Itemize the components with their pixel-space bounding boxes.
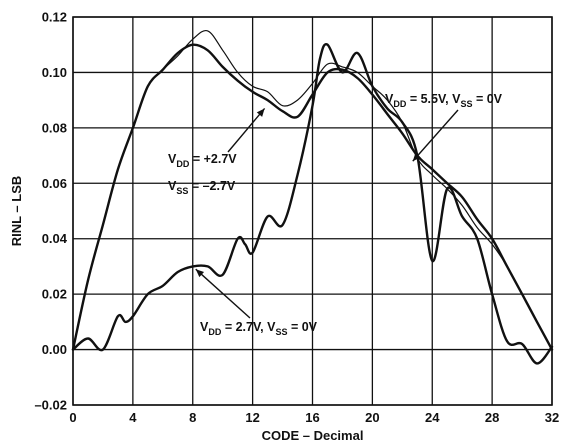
x-tick-label: 12 bbox=[245, 410, 259, 425]
annotation-vss-minus-2-7v: VSS = –2.7V bbox=[168, 179, 236, 196]
annotation-subscript: DD bbox=[393, 99, 406, 109]
x-tick-label: 24 bbox=[425, 410, 440, 425]
x-tick-label: 4 bbox=[129, 410, 137, 425]
y-tick-label: 0.04 bbox=[42, 231, 68, 246]
annotation-subscript: SS bbox=[275, 327, 287, 337]
pointer-vdd-2-7v-head bbox=[195, 269, 205, 278]
annotation-text: V bbox=[385, 92, 394, 106]
plot-frame bbox=[72, 16, 553, 406]
pointer-vdd-5-5v bbox=[412, 109, 459, 162]
x-tick-label: 8 bbox=[189, 410, 196, 425]
y-tick-label: 0.08 bbox=[42, 120, 67, 135]
y-axis-title: RINL – LSB bbox=[9, 176, 24, 247]
grid-lines bbox=[72, 16, 553, 406]
y-tick-labels: –0.02 0.00 0.02 0.04 0.06 0.08 0.10 0.12 bbox=[34, 10, 67, 413]
x-tick-labels: 0 4 8 12 16 20 24 28 32 bbox=[69, 410, 559, 425]
y-tick-label: –0.02 bbox=[34, 398, 67, 413]
x-tick-label: 0 bbox=[69, 410, 76, 425]
annotation-text: V bbox=[168, 179, 177, 193]
y-tick-label: 0.12 bbox=[42, 10, 67, 25]
series-line-3 bbox=[71, 43, 554, 365]
annotation-text: = 2.7V, V bbox=[221, 320, 276, 334]
annotations: VDD = +2.7V VSS = –2.7V VDD = 5.5V, VSS … bbox=[168, 92, 503, 337]
annotation-text: V bbox=[168, 152, 177, 166]
pointer-vdd-5-5v-head bbox=[412, 152, 421, 162]
annotation-subscript: SS bbox=[460, 99, 472, 109]
x-tick-label: 28 bbox=[485, 410, 499, 425]
annotation-text: = 0V bbox=[472, 92, 502, 106]
annotation-text: = 0V bbox=[287, 320, 317, 334]
annotation-text: V bbox=[200, 320, 209, 334]
x-tick-label: 20 bbox=[365, 410, 379, 425]
annotation-vdd-5-5v-vss-0v: VDD = 5.5V, VSS = 0V bbox=[385, 92, 503, 109]
y-tick-label: 0.10 bbox=[42, 65, 67, 80]
pointer-vdd-plus-2-7v-head bbox=[256, 108, 265, 117]
series-layer bbox=[71, 29, 554, 365]
annotation-text: = –2.7V bbox=[188, 179, 236, 193]
annotation-text: = 5.5V, V bbox=[406, 92, 461, 106]
y-tick-label: 0.06 bbox=[42, 176, 67, 191]
annotation-vdd-plus-2-7v: VDD = +2.7V bbox=[168, 152, 237, 169]
pointer-vdd-2-7v bbox=[195, 268, 251, 319]
annotation-subscript: DD bbox=[176, 159, 189, 169]
y-tick-label: 0.00 bbox=[42, 342, 67, 357]
series-line-2 bbox=[72, 29, 553, 351]
x-tick-label: 32 bbox=[545, 410, 559, 425]
annotation-subscript: SS bbox=[176, 186, 188, 196]
pointer-vdd-plus-2-7v bbox=[227, 108, 266, 153]
y-tick-label: 0.02 bbox=[42, 287, 67, 302]
x-tick-label: 16 bbox=[305, 410, 319, 425]
annotation-text: = +2.7V bbox=[189, 152, 237, 166]
x-axis-title: CODE – Decimal bbox=[262, 428, 364, 443]
annotation-vdd-2-7v-vss-0v: VDD = 2.7V, VSS = 0V bbox=[200, 320, 318, 337]
annotation-subscript: DD bbox=[208, 327, 221, 337]
annotation-pointers bbox=[195, 108, 459, 319]
